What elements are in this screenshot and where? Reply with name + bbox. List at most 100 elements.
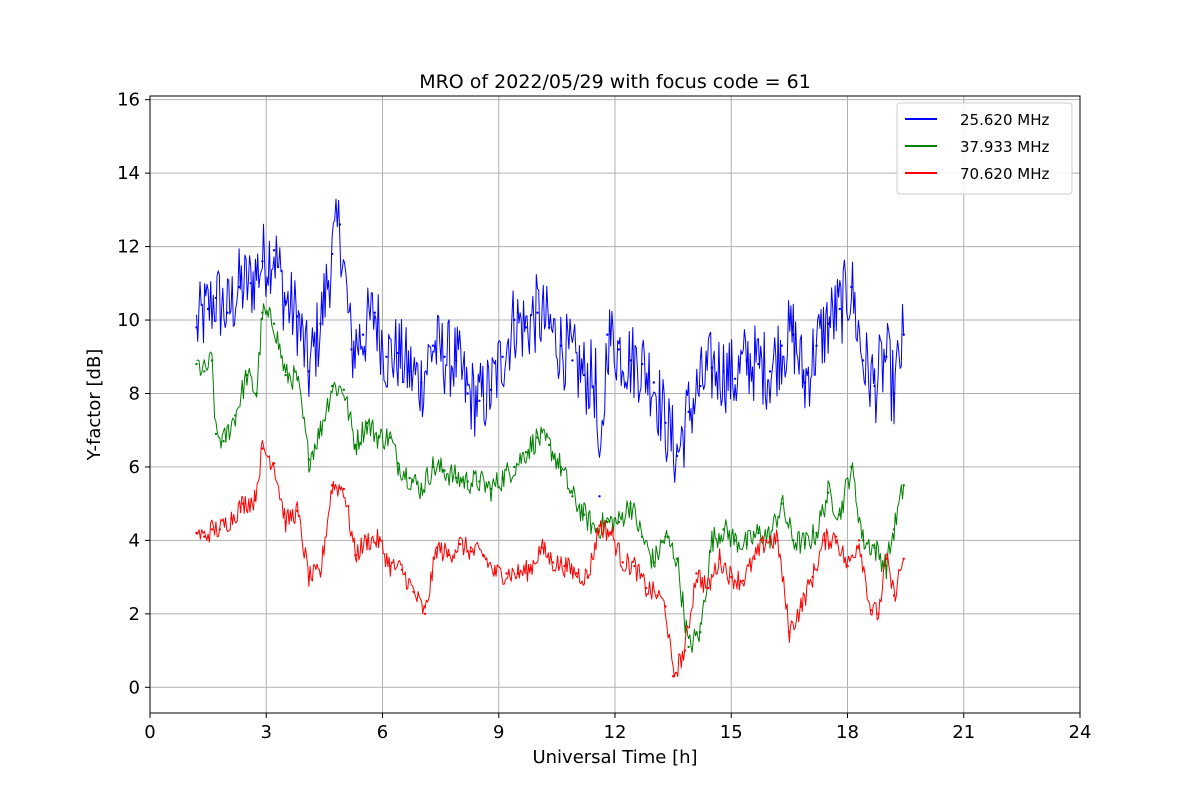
data-point bbox=[249, 282, 252, 285]
series-line bbox=[196, 303, 905, 653]
data-point bbox=[210, 528, 214, 531]
data-point bbox=[640, 535, 644, 538]
data-point bbox=[885, 557, 888, 560]
x-tick-label: 21 bbox=[952, 722, 975, 743]
data-point bbox=[768, 370, 772, 373]
data-point bbox=[873, 546, 876, 549]
data-point bbox=[776, 539, 779, 542]
data-point bbox=[454, 359, 458, 362]
data-point bbox=[296, 315, 299, 318]
data-point bbox=[745, 359, 748, 362]
data-point bbox=[319, 322, 322, 325]
data-point bbox=[222, 440, 225, 443]
data-point bbox=[571, 495, 574, 498]
data-point bbox=[633, 564, 636, 568]
data-point bbox=[799, 605, 803, 608]
legend-label: 25.620 MHz bbox=[960, 111, 1049, 129]
data-point bbox=[671, 675, 675, 678]
y-tick-label: 16 bbox=[117, 90, 140, 111]
series-2 bbox=[195, 440, 905, 678]
data-point bbox=[423, 612, 427, 615]
data-point bbox=[377, 436, 380, 439]
data-point bbox=[261, 447, 264, 450]
series-1 bbox=[195, 303, 905, 653]
data-point bbox=[892, 594, 896, 597]
series-line bbox=[196, 440, 905, 678]
data-point bbox=[396, 351, 400, 355]
data-point bbox=[470, 550, 473, 553]
data-point bbox=[683, 649, 686, 652]
data-point bbox=[834, 535, 838, 538]
data-point bbox=[551, 561, 555, 564]
data-point bbox=[575, 572, 578, 575]
data-point bbox=[319, 429, 322, 432]
data-point bbox=[493, 572, 497, 575]
data-point bbox=[757, 362, 760, 366]
data-point bbox=[420, 381, 423, 384]
data-point bbox=[478, 399, 481, 402]
y-tick-label: 2 bbox=[129, 604, 140, 625]
data-point bbox=[644, 586, 648, 590]
series-group bbox=[195, 198, 905, 678]
data-point bbox=[342, 388, 345, 391]
data-point bbox=[594, 528, 597, 531]
x-tick-label: 12 bbox=[604, 722, 627, 743]
data-point bbox=[377, 539, 380, 542]
data-point bbox=[629, 359, 632, 362]
data-point bbox=[547, 443, 551, 447]
data-point bbox=[902, 484, 905, 487]
data-point bbox=[350, 348, 353, 351]
data-point bbox=[861, 539, 865, 542]
data-point bbox=[241, 502, 245, 505]
data-point bbox=[330, 384, 334, 388]
data-point bbox=[272, 249, 276, 252]
data-point bbox=[803, 542, 807, 546]
y-tick-label: 8 bbox=[129, 383, 140, 404]
data-point bbox=[431, 344, 435, 347]
data-point bbox=[454, 476, 458, 480]
data-point bbox=[408, 370, 411, 373]
data-point bbox=[780, 344, 783, 347]
y-tick-label: 0 bbox=[129, 677, 140, 698]
data-point bbox=[319, 572, 322, 575]
data-point bbox=[892, 528, 896, 531]
data-point bbox=[501, 476, 504, 480]
data-point bbox=[389, 564, 392, 568]
series-line bbox=[196, 198, 905, 483]
data-point bbox=[877, 612, 880, 615]
data-point bbox=[408, 476, 411, 480]
data-point bbox=[609, 531, 613, 535]
y-tick-label: 6 bbox=[129, 457, 140, 478]
data-point bbox=[873, 384, 876, 388]
data-point bbox=[582, 513, 586, 516]
data-point bbox=[741, 579, 745, 582]
data-point bbox=[664, 421, 667, 425]
data-point bbox=[516, 572, 520, 575]
x-tick-label: 3 bbox=[261, 722, 272, 743]
data-point bbox=[838, 307, 841, 311]
data-point bbox=[571, 359, 574, 362]
data-point bbox=[885, 564, 888, 568]
data-point bbox=[675, 454, 679, 458]
data-point bbox=[466, 392, 469, 395]
data-point bbox=[710, 539, 714, 542]
data-point bbox=[195, 326, 198, 329]
data-point bbox=[846, 564, 849, 568]
data-point bbox=[780, 502, 783, 505]
data-point bbox=[687, 410, 690, 413]
legend-label: 70.620 MHz bbox=[960, 165, 1049, 183]
data-point bbox=[857, 539, 861, 542]
data-point bbox=[253, 498, 256, 502]
data-point bbox=[823, 539, 826, 542]
data-point bbox=[435, 546, 438, 549]
data-point bbox=[687, 645, 690, 649]
data-point bbox=[788, 631, 791, 634]
data-point bbox=[850, 285, 853, 289]
data-point bbox=[385, 355, 388, 358]
data-point bbox=[272, 462, 276, 465]
data-point bbox=[598, 524, 601, 527]
legend-box bbox=[896, 102, 1073, 195]
data-point bbox=[803, 381, 807, 384]
y-tick-label: 14 bbox=[117, 163, 140, 184]
data-point bbox=[513, 318, 516, 322]
